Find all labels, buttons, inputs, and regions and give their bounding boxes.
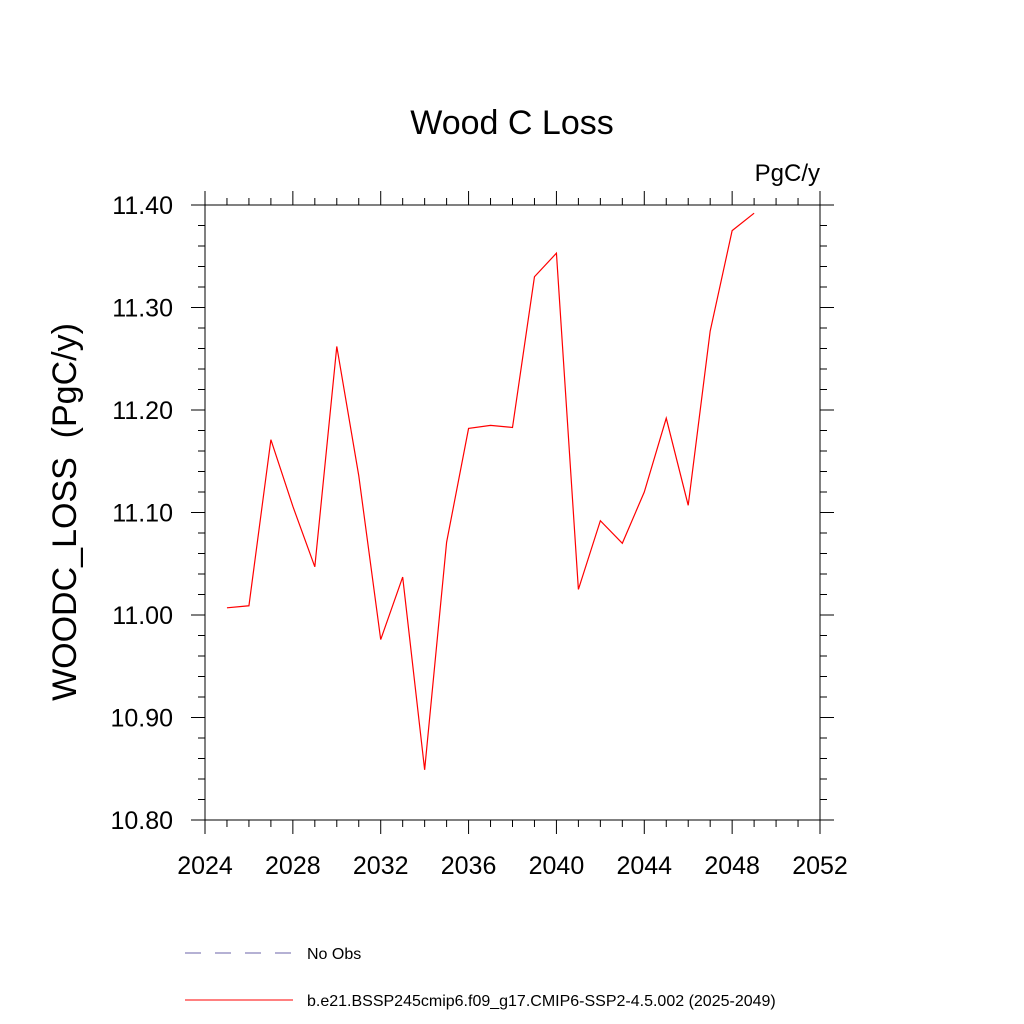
x-tick-label: 2052: [792, 852, 848, 880]
series-line: [226, 212, 755, 770]
y-axis-label: WOODC_LOSS (PgC/y): [46, 323, 84, 701]
x-tick-label: 2044: [616, 852, 672, 880]
legend: No Obs b.e21.BSSP245cmip6.f09_g17.CMIP6-S…: [185, 946, 776, 1010]
x-tick-label: 2036: [441, 852, 497, 880]
y-tick-label: 11.40: [112, 192, 173, 220]
y-tick-label: 10.80: [110, 807, 173, 835]
x-axis: 2024 2028 2032 2036 2040 2044 2048 2052: [177, 191, 848, 880]
y-tick-label: 11.30: [112, 295, 173, 323]
y-tick-label: 11.10: [112, 500, 173, 528]
x-tick-label: 2032: [353, 852, 409, 880]
y-axis: 10.80 10.90 11.00 11.10 11.20 11.30 11.40: [110, 192, 834, 835]
x-tick-label: 2048: [704, 852, 760, 880]
y-tick-label: 10.90: [110, 705, 173, 733]
x-tick-label: 2024: [177, 852, 233, 880]
legend-label: b.e21.BSSP245cmip6.f09_g17.CMIP6-SSP2-4.…: [307, 993, 776, 1010]
units-label: PgC/y: [755, 160, 820, 187]
chart-title: Wood C Loss: [410, 104, 613, 142]
plot-frame: [204, 204, 821, 821]
legend-label: No Obs: [307, 946, 361, 963]
y-tick-label: 11.00: [112, 602, 173, 630]
x-tick-label: 2028: [265, 852, 321, 880]
series-layer: [226, 212, 755, 770]
y-tick-label: 11.20: [112, 397, 173, 425]
x-tick-label: 2040: [529, 852, 585, 880]
